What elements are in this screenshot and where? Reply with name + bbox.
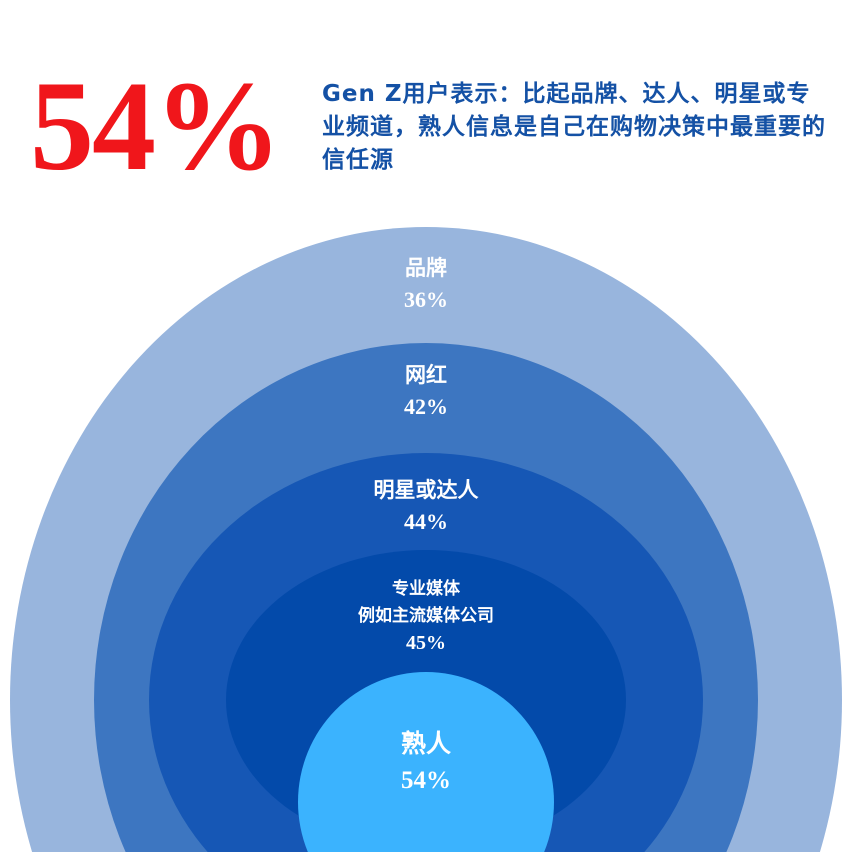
headline-stat: 54% [30, 55, 282, 197]
label-celebrity-name: 明星或达人 [373, 478, 479, 502]
label-acquaintance-name: 熟人 [400, 729, 451, 758]
label-celebrity: 明星或达人 44% [0, 475, 852, 539]
label-influencer-name: 网红 [405, 363, 447, 387]
label-influencer: 网红 42% [0, 360, 852, 424]
label-media-sub: 例如主流媒体公司 [358, 606, 494, 626]
label-brand-name: 品牌 [405, 256, 447, 280]
label-acquaintance-pct: 54% [401, 767, 451, 794]
headline-text: Gen Z用户表示：比起品牌、达人、明星或专业频道，熟人信息是自己在购物决策中最… [322, 81, 826, 173]
label-brand: 品牌 36% [0, 253, 852, 317]
label-media: 专业媒体 例如主流媒体公司 45% [0, 576, 852, 656]
label-influencer-pct: 42% [404, 394, 448, 419]
layer-acquaintance [298, 672, 554, 852]
label-celebrity-pct: 44% [404, 509, 448, 534]
label-acquaintance: 熟人 54% [0, 726, 852, 800]
label-media-pct: 45% [406, 632, 446, 654]
label-brand-pct: 36% [404, 287, 448, 312]
label-media-name: 专业媒体 [392, 579, 460, 599]
